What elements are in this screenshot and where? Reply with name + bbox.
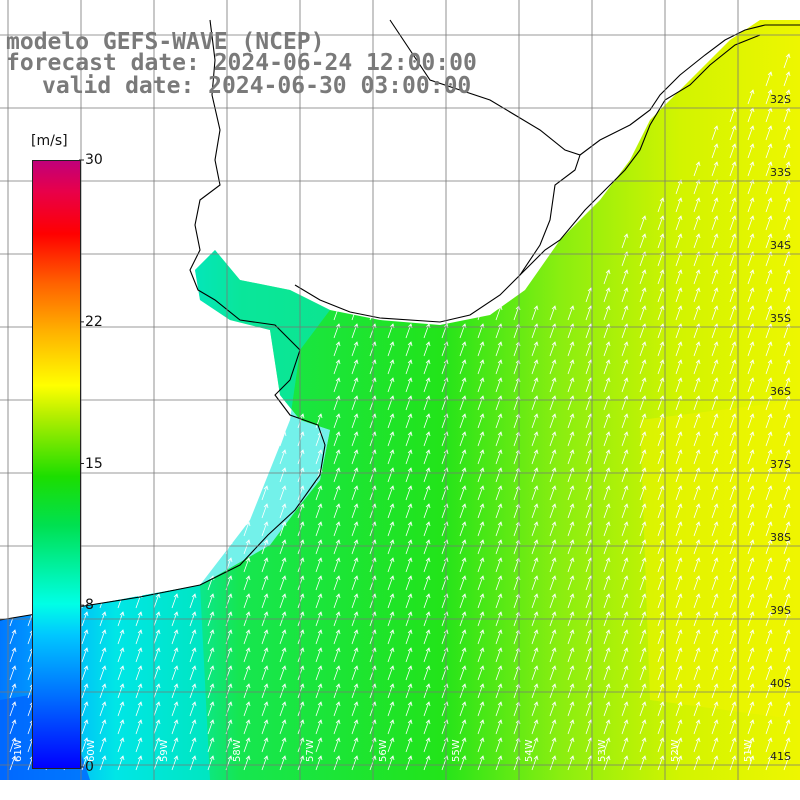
longitude-label: 61W — [13, 739, 24, 762]
latitude-label: 35S — [770, 312, 791, 325]
map-title: modelo GEFS-WAVE (NCEP) — [6, 29, 325, 55]
latitude-label: 41S — [770, 750, 791, 763]
latitude-label: 38S — [770, 531, 791, 544]
colorbar-units: [m/s] — [31, 133, 68, 149]
longitude-label: 51W — [743, 739, 754, 762]
latitude-label: 36S — [770, 385, 791, 398]
latitude-label: 34S — [770, 239, 791, 252]
longitude-label: 54W — [524, 739, 535, 762]
colorbar — [32, 160, 81, 769]
valid-date: valid date: 2024-06-30 03:00:00 — [42, 73, 472, 99]
longitude-label: 60W — [86, 739, 97, 762]
lat-lon-grid — [0, 0, 800, 780]
longitude-label: 55W — [451, 739, 462, 762]
latitude-label: 40S — [770, 677, 791, 690]
latitude-label: 32S — [770, 93, 791, 106]
colorbar-tick-label: 8 — [85, 597, 94, 614]
colorbar-tick-label: 22 — [85, 313, 103, 330]
latitude-label: 39S — [770, 604, 791, 617]
latitude-label: 33S — [770, 166, 791, 179]
colorbar-tick-label: 15 — [85, 455, 103, 472]
longitude-label: 57W — [305, 739, 316, 762]
colorbar-tick-label: 30 — [85, 152, 103, 168]
coastline — [0, 19, 800, 621]
colorbar-tick-label: 0 — [85, 759, 94, 775]
longitude-label: 56W — [378, 739, 389, 762]
latitude-label: 37S — [770, 458, 791, 471]
longitude-label: 52W — [670, 739, 681, 762]
longitude-label: 58W — [232, 739, 243, 762]
forecast-date: forecast date: 2024-06-24 12:00:00 — [6, 50, 477, 76]
longitude-label: 59W — [159, 739, 170, 762]
longitude-label: 53W — [597, 739, 608, 762]
